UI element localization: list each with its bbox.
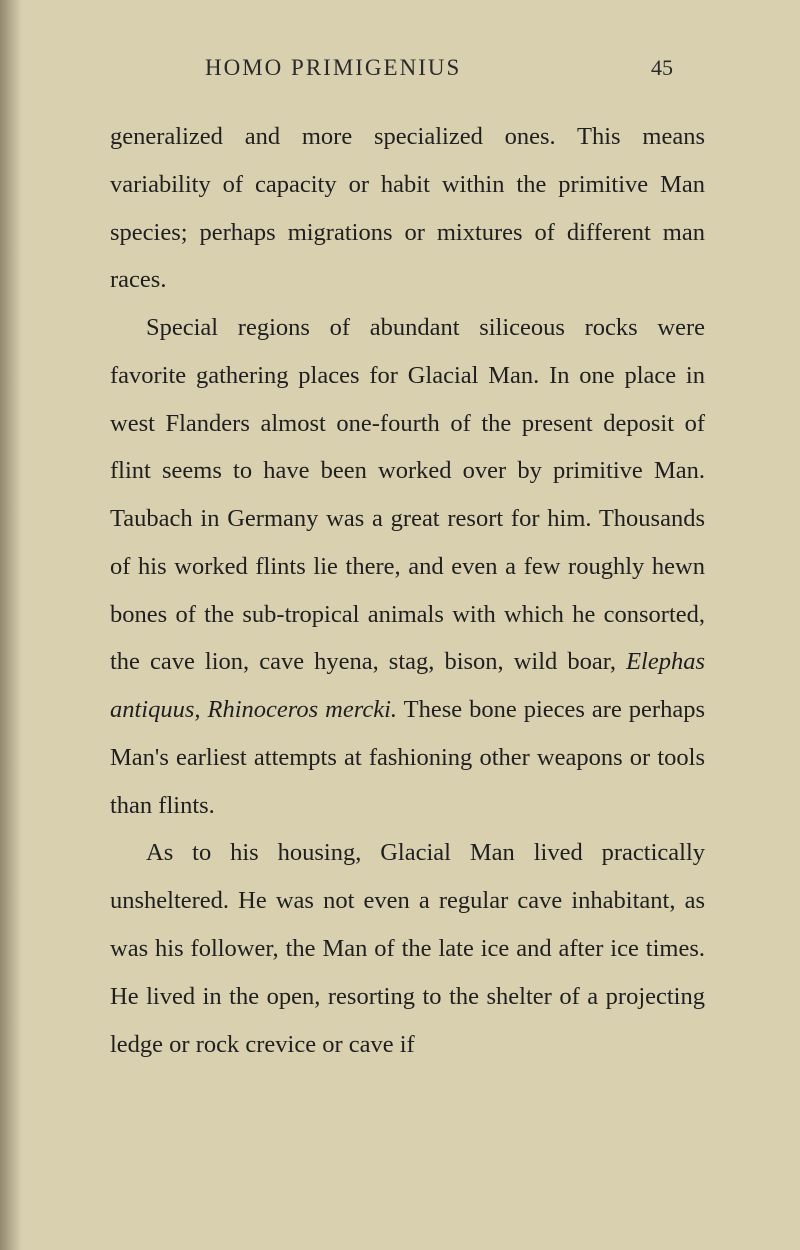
paragraph-2: Special regions of abundant siliceous ro… [110,304,705,829]
paragraph-1: generalized and more specialized ones. T… [110,113,705,304]
page-left-shadow [0,0,22,1250]
paragraph-3: As to his housing, Glacial Man lived pra… [110,829,705,1068]
running-head: HOMO PRIMIGENIUS [205,55,461,81]
page-number: 45 [651,55,673,81]
p2-text-part1: Special regions of abundant siliceous ro… [110,314,705,675]
body-text: generalized and more specialized ones. T… [110,113,705,1068]
page-header: HOMO PRIMIGENIUS 45 [110,55,705,81]
